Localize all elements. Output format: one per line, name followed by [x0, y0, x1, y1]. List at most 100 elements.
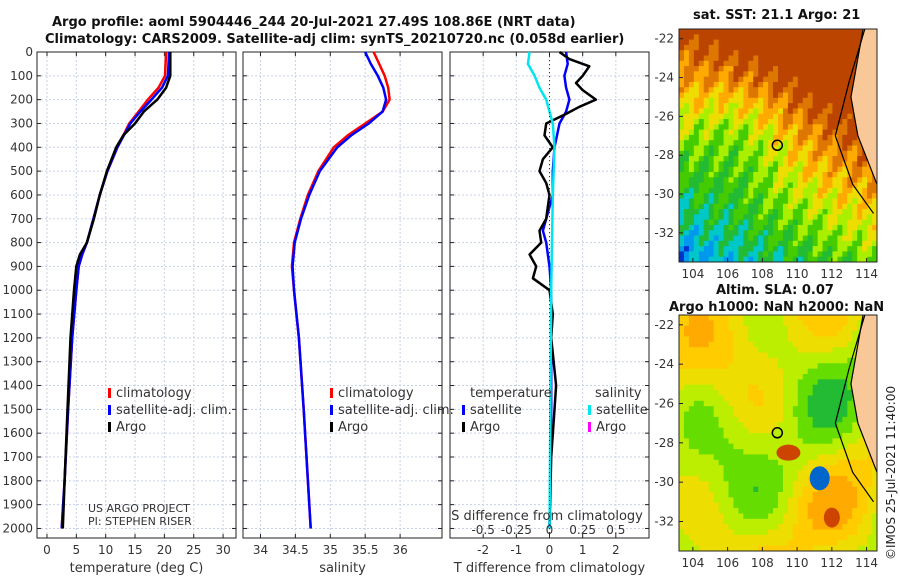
heatmap-cell: [763, 315, 769, 321]
heatmap-cell: [753, 427, 759, 434]
heatmap-cell: [723, 55, 729, 62]
heatmap-cell: [837, 325, 843, 332]
heatmap-cell: [753, 422, 759, 429]
heatmap-cell: [827, 224, 833, 231]
heatmap-cell: [708, 214, 715, 221]
heatmap-cell: [812, 411, 819, 418]
heatmap-cell: [743, 87, 749, 94]
heatmap-cell: [718, 55, 725, 62]
heatmap-cell: [787, 325, 794, 332]
heatmap-cell: [832, 92, 838, 99]
heatmap-cell: [679, 357, 685, 364]
heatmap-cell: [698, 454, 705, 461]
heatmap-cell: [817, 320, 824, 327]
heatmap-cell: [763, 198, 769, 205]
heatmap-cell: [688, 518, 695, 525]
heatmap-cell: [827, 422, 833, 429]
heatmap-cell: [792, 214, 799, 221]
heatmap-cell: [753, 395, 759, 402]
heatmap-cell: [718, 29, 725, 35]
heatmap-cell: [778, 508, 784, 514]
heatmap-cell: [832, 60, 838, 67]
heatmap-cell: [718, 395, 725, 402]
heatmap-cell: [782, 209, 789, 215]
heatmap-cell: [718, 177, 725, 184]
heatmap-cell: [703, 379, 710, 386]
heatmap-cell: [679, 119, 685, 125]
heatmap-cell: [827, 454, 833, 461]
heatmap-cell: [748, 518, 754, 525]
heatmap-cell: [698, 29, 705, 35]
heatmap-cell: [787, 438, 794, 445]
heatmap-cell: [743, 438, 749, 445]
heatmap-cell: [748, 481, 754, 488]
heatmap-cell: [827, 502, 833, 509]
heatmap-cell: [852, 433, 858, 439]
heatmap-cell: [827, 66, 833, 72]
heatmap-cell: [713, 39, 720, 46]
heatmap-cell: [698, 113, 705, 120]
heatmap-cell: [812, 352, 819, 359]
heatmap-cell: [703, 171, 710, 178]
heatmap-cell: [703, 395, 710, 402]
heatmap-cell: [842, 81, 848, 88]
heatmap-cell: [748, 166, 754, 173]
heatmap-cell: [797, 66, 804, 72]
heatmap-cell: [708, 256, 715, 263]
heatmap-cell: [832, 416, 838, 423]
heatmap-cell: [807, 66, 814, 72]
heatmap-cell: [842, 416, 848, 423]
heatmap-cell: [743, 427, 749, 434]
heatmap-cell: [723, 427, 729, 434]
heatmap-cell: [782, 492, 789, 498]
heatmap-cell: [822, 352, 828, 359]
heatmap-cell: [812, 39, 819, 46]
heatmap-cell: [782, 486, 789, 493]
heatmap-cell: [693, 497, 700, 504]
heatmap-cell: [758, 518, 764, 525]
heatmap-cell: [802, 443, 809, 450]
heatmap-cell: [758, 497, 764, 504]
heatmap-cell: [768, 508, 774, 514]
heatmap-cell: [753, 235, 759, 242]
heatmap-cell: [852, 518, 858, 525]
heatmap-cell: [763, 87, 769, 94]
heatmap-cell: [857, 39, 863, 46]
heatmap-cell: [782, 124, 789, 131]
heatmap-cell: [748, 331, 754, 337]
heatmap-cell: [708, 119, 715, 125]
heatmap-cell: [758, 156, 764, 162]
heatmap-cell: [847, 384, 853, 391]
heatmap-cell: [827, 379, 833, 386]
heatmap-cell: [768, 145, 774, 152]
heatmap-cell: [832, 459, 838, 466]
heatmap-cell: [802, 224, 809, 231]
heatmap-cell: [832, 124, 838, 131]
map-y-tick-label: -26: [654, 397, 674, 411]
heatmap-cell: [773, 60, 779, 67]
heatmap-cell: [713, 246, 720, 252]
heatmap-cell: [763, 224, 769, 231]
heatmap-cell: [683, 39, 690, 46]
heatmap-cell: [688, 390, 695, 396]
heatmap-cell: [728, 374, 734, 380]
heatmap-cell: [683, 76, 690, 83]
heatmap-cell: [733, 113, 739, 120]
heatmap-cell: [773, 438, 779, 445]
heatmap-cell: [832, 219, 838, 226]
heatmap-cell: [817, 246, 824, 252]
heatmap-cell: [768, 193, 774, 199]
heatmap-cell: [733, 433, 739, 439]
heatmap-cell: [753, 140, 759, 146]
heatmap-cell: [778, 246, 784, 252]
heatmap-cell: [698, 240, 705, 247]
heatmap-cell: [723, 449, 729, 455]
heatmap-cell: [698, 395, 705, 402]
heatmap-cell: [768, 103, 774, 109]
heatmap-cell: [782, 203, 789, 210]
heatmap-cell: [792, 347, 799, 354]
diff-legend-temp-title: temperature: [470, 386, 552, 401]
heatmap-cell: [807, 443, 814, 450]
heatmap-cell: [807, 481, 814, 488]
heatmap-cell: [797, 347, 804, 354]
